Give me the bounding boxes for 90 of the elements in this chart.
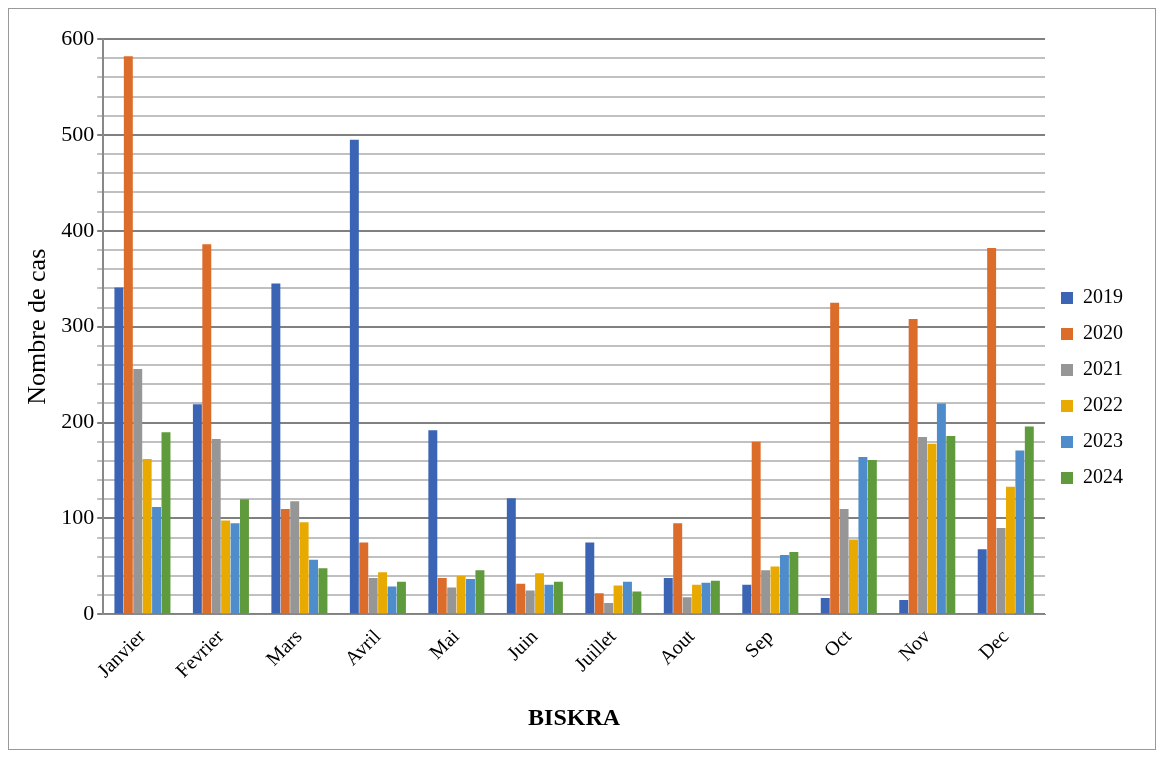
bar	[604, 602, 614, 614]
bar	[280, 508, 290, 614]
bar	[1015, 450, 1025, 614]
bar	[899, 600, 909, 614]
bar	[682, 597, 692, 614]
bar	[142, 459, 152, 614]
bar	[996, 528, 1006, 614]
bar	[908, 319, 918, 614]
bar	[475, 570, 485, 614]
bar	[428, 430, 438, 614]
bar	[506, 498, 516, 614]
bar	[632, 591, 642, 614]
bar	[378, 572, 388, 614]
bar	[123, 56, 133, 614]
legend-label: 2020	[1083, 321, 1123, 344]
y-tick-label: 300	[61, 312, 95, 338]
bar	[742, 584, 752, 614]
bar	[613, 585, 623, 614]
bar	[623, 581, 632, 614]
y-tick-label: 500	[61, 120, 95, 146]
bar	[594, 593, 604, 614]
bar	[114, 287, 124, 614]
bar	[447, 587, 457, 614]
legend-label: 2024	[1083, 465, 1123, 488]
y-axis-title: Nombre de cas	[22, 248, 52, 405]
bar	[946, 436, 956, 614]
bar	[663, 577, 673, 614]
y-tick-label: 400	[61, 216, 95, 242]
bar	[830, 302, 840, 614]
bar	[466, 578, 475, 614]
bar	[456, 576, 466, 614]
bar	[359, 542, 369, 614]
bar	[867, 460, 877, 614]
bar	[692, 584, 702, 614]
bar	[192, 404, 202, 614]
legend-label: 2022	[1083, 393, 1123, 416]
y-tick-label: 0	[83, 600, 95, 626]
bar	[673, 523, 683, 614]
bar	[710, 580, 720, 614]
bar	[516, 583, 526, 614]
bar	[309, 559, 319, 614]
x-tick-label: Mars	[261, 624, 307, 670]
bar	[271, 283, 281, 614]
bar	[368, 577, 378, 614]
y-tick-label: 600	[61, 24, 95, 50]
bar	[1005, 486, 1015, 614]
bar	[858, 457, 868, 614]
x-tick-label: Sep	[740, 624, 778, 663]
x-tick-label: Juin	[502, 624, 542, 664]
bar	[701, 582, 711, 614]
bar	[839, 508, 849, 614]
bar	[396, 581, 406, 614]
bar	[437, 577, 447, 614]
bar	[535, 573, 545, 614]
bar	[918, 436, 928, 614]
bar	[779, 554, 789, 614]
bar	[987, 248, 997, 614]
x-axis-title: BISKRA	[528, 703, 621, 730]
legend-label: 2019	[1083, 285, 1123, 308]
x-tick-label: Mai	[424, 624, 464, 664]
bar	[553, 581, 563, 614]
x-tick-label: Dec	[973, 624, 1013, 664]
bar	[936, 403, 946, 614]
y-tick-label: 200	[61, 408, 95, 434]
y-tick-label: 100	[61, 504, 95, 530]
bar	[318, 568, 328, 614]
x-tick-label: Oct	[819, 624, 856, 661]
bar	[751, 441, 761, 614]
x-tick-label: Nov	[893, 624, 934, 665]
bar	[525, 590, 535, 614]
bar	[152, 506, 162, 614]
bar	[230, 523, 240, 614]
bar	[585, 542, 595, 614]
bar	[820, 598, 830, 614]
legend-label: 2023	[1083, 429, 1123, 452]
bar	[849, 539, 858, 614]
bar	[770, 566, 780, 614]
bar	[789, 552, 799, 614]
bar	[240, 499, 249, 614]
bar	[349, 139, 359, 614]
bar	[202, 244, 212, 614]
bar	[221, 520, 231, 614]
bar	[299, 522, 309, 614]
legend-label: 2021	[1083, 357, 1123, 380]
bar	[1024, 426, 1034, 614]
bar	[133, 368, 143, 614]
bar	[290, 501, 300, 614]
bar	[761, 570, 771, 614]
bar	[977, 549, 987, 614]
bar	[211, 438, 221, 614]
